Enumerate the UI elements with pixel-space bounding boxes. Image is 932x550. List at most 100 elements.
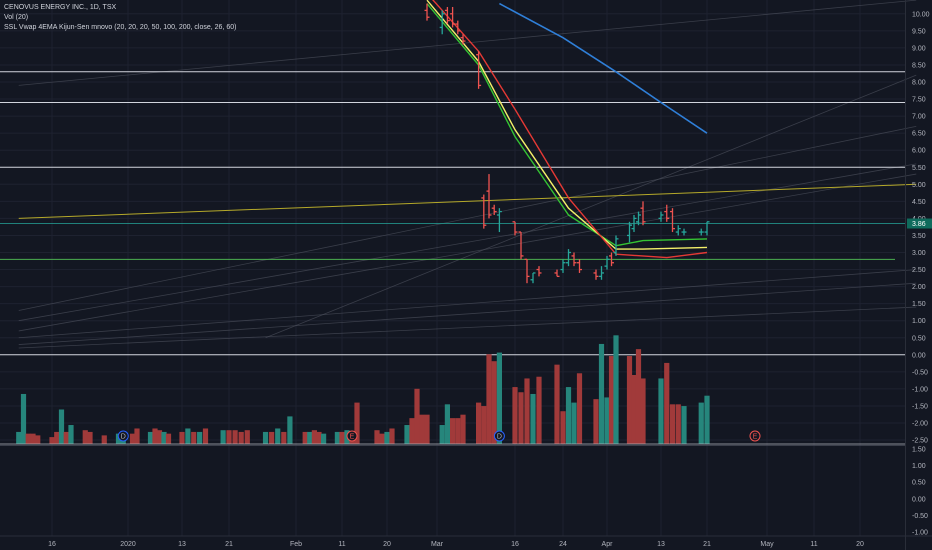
volume-bar bbox=[554, 364, 560, 444]
volume-bar bbox=[232, 430, 238, 444]
volume-bar bbox=[316, 431, 322, 444]
fan-line bbox=[18, 0, 917, 86]
volume-bar bbox=[576, 373, 583, 444]
time-tick-label: 20 bbox=[383, 541, 391, 548]
time-tick-label: 13 bbox=[657, 541, 665, 548]
dividend-badge: D bbox=[117, 430, 129, 442]
price-tick-label: 3.50 bbox=[912, 233, 926, 240]
price-tick-label: 3.00 bbox=[912, 250, 926, 257]
volume-bar bbox=[287, 416, 293, 444]
volume-bar bbox=[664, 362, 670, 444]
ohlc-bar bbox=[698, 228, 704, 236]
volume-bar bbox=[669, 404, 676, 444]
volume-bar bbox=[68, 425, 74, 444]
volume-bar bbox=[512, 387, 518, 444]
ohlc-bar bbox=[627, 221, 632, 243]
volume-bar bbox=[63, 431, 69, 444]
volume-bar bbox=[681, 406, 687, 444]
ohlc-bar bbox=[593, 269, 599, 280]
price-tick-label: 1.00 bbox=[912, 318, 926, 325]
price-tick-label: 2.00 bbox=[912, 284, 926, 291]
price-tick-label: -2.00 bbox=[912, 421, 928, 428]
volume-bar bbox=[571, 402, 577, 444]
volume-bar bbox=[704, 395, 710, 444]
volume-bar bbox=[608, 356, 615, 444]
ohlc-bar bbox=[704, 221, 710, 236]
price-tick-label: 2.50 bbox=[912, 267, 926, 274]
time-tick-label: 24 bbox=[559, 541, 567, 548]
ema-line-red bbox=[432, 0, 708, 259]
price-tick-label: 0.00 bbox=[912, 352, 926, 359]
volume-bar bbox=[491, 361, 497, 444]
volume-bar bbox=[238, 431, 244, 444]
price-tick-label: 0.00 bbox=[912, 496, 926, 503]
badge-circle bbox=[749, 430, 761, 442]
volume-bar bbox=[404, 425, 410, 444]
time-tick-label: 21 bbox=[703, 541, 711, 548]
volume-bar bbox=[524, 378, 530, 444]
time-tick-label: Feb bbox=[290, 541, 302, 548]
volume-bar bbox=[134, 428, 140, 444]
volume-bar bbox=[450, 418, 456, 444]
time-tick-label: Mar bbox=[431, 541, 444, 548]
volume-bar bbox=[16, 431, 22, 444]
price-tick-label: 7.50 bbox=[912, 97, 926, 104]
ohlc-bar bbox=[455, 20, 461, 35]
price-tick-label: 5.50 bbox=[912, 165, 926, 172]
dividend-badge: D bbox=[493, 430, 505, 442]
price-tick-label: 1.50 bbox=[912, 301, 926, 308]
time-tick-label: 16 bbox=[511, 541, 519, 548]
volume-bar bbox=[613, 335, 619, 444]
fan-line bbox=[18, 269, 917, 339]
price-tick-label: 7.00 bbox=[912, 114, 926, 121]
ohlc-bar bbox=[599, 266, 604, 280]
volume-bar bbox=[87, 431, 93, 444]
time-tick-label: Apr bbox=[602, 541, 614, 548]
ohlc-bar bbox=[604, 255, 610, 270]
volume-bar bbox=[631, 375, 637, 444]
ohlc-bar bbox=[560, 259, 566, 273]
price-tick-label: -1.00 bbox=[912, 530, 928, 537]
time-tick-label: 11 bbox=[810, 541, 817, 548]
badge-circle bbox=[346, 430, 358, 442]
volume-bar bbox=[152, 428, 158, 444]
volume-bar bbox=[101, 435, 107, 444]
ohlc-bar bbox=[609, 252, 614, 267]
volume-bar bbox=[58, 409, 65, 444]
volume-bar bbox=[635, 349, 642, 444]
volume-bar bbox=[379, 433, 385, 444]
volume-bar bbox=[179, 431, 185, 444]
volume-bar bbox=[147, 431, 154, 444]
volume-bar bbox=[165, 433, 172, 444]
volume-bar bbox=[593, 399, 599, 444]
ohlc-bar bbox=[424, 3, 430, 21]
fan-line bbox=[18, 173, 917, 332]
volume-bar bbox=[530, 393, 536, 444]
volume-bar bbox=[409, 418, 415, 444]
price-tick-label: -1.00 bbox=[912, 386, 928, 393]
price-tick-label: 8.50 bbox=[912, 62, 926, 69]
volume-bar bbox=[536, 376, 542, 444]
ohlc-bar bbox=[496, 208, 502, 233]
ohlc-bar bbox=[571, 252, 577, 267]
volume-bar bbox=[202, 428, 209, 444]
volume-bar bbox=[269, 431, 275, 444]
volume-bar bbox=[384, 431, 390, 444]
ohlc-bar bbox=[530, 272, 536, 284]
ohlc-bars bbox=[424, 3, 710, 284]
ohlc-bar bbox=[518, 231, 524, 260]
ema-line-blue bbox=[499, 2, 708, 134]
volume-bar bbox=[334, 431, 340, 444]
volume-bar bbox=[185, 428, 191, 444]
earnings-badge: E bbox=[346, 430, 358, 442]
trend-line-yellow bbox=[18, 183, 917, 219]
badge-label: D bbox=[497, 434, 502, 441]
ohlc-bar bbox=[439, 10, 445, 35]
price-tick-label: 4.50 bbox=[912, 199, 926, 206]
volume-bar bbox=[496, 352, 502, 444]
volume-bar bbox=[191, 431, 197, 444]
ohlc-bar bbox=[486, 174, 492, 219]
volume-bar bbox=[220, 430, 226, 444]
volume-bar bbox=[481, 406, 487, 444]
